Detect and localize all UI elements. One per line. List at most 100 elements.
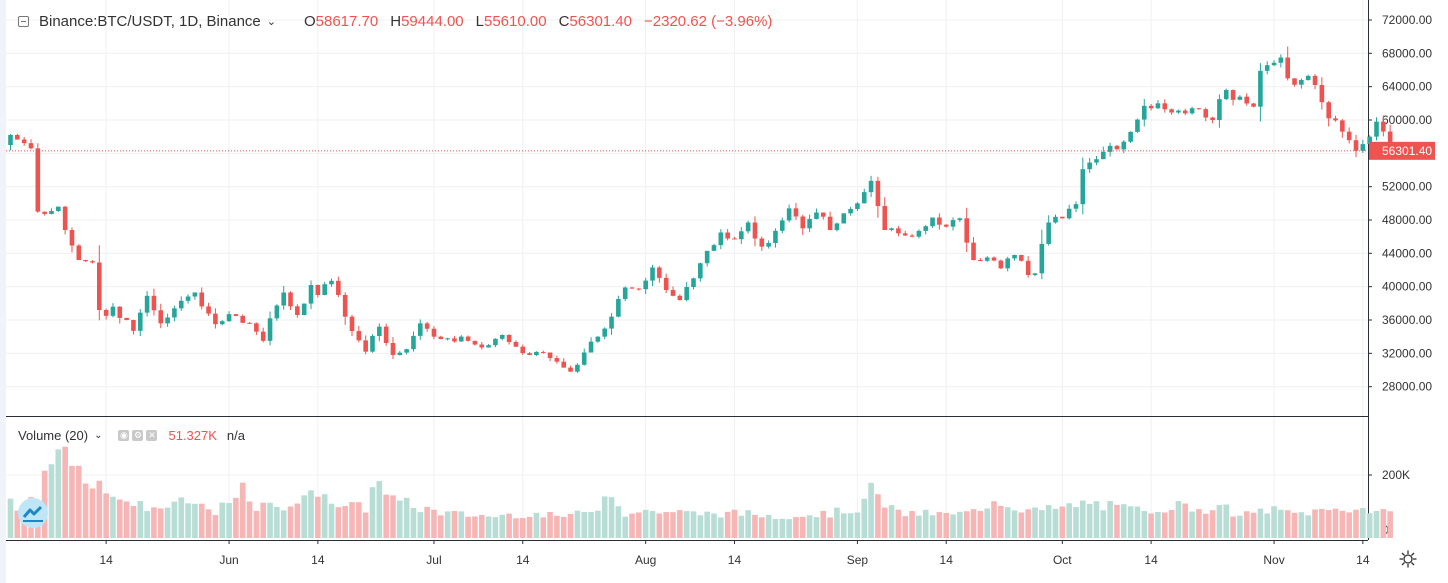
volume-bar [437, 515, 444, 538]
time-tick-label: Sep [847, 553, 869, 567]
volume-title[interactable]: Volume (20) [18, 428, 89, 443]
candle-body [363, 340, 368, 352]
time-tick-label: 14 [516, 553, 530, 567]
volume-bar [212, 515, 219, 538]
candle-body [650, 267, 655, 281]
settings-icon[interactable]: ⚙ [132, 430, 144, 441]
candle-body [1066, 208, 1072, 219]
candle-body [397, 352, 403, 355]
volume-bar [1175, 501, 1182, 538]
volume-bar [451, 511, 458, 538]
volume-bar [1093, 501, 1100, 538]
candle-body [76, 245, 82, 260]
candle-body [472, 340, 478, 345]
candle-body [35, 148, 41, 212]
candle-body [1353, 140, 1359, 151]
candle-body [957, 218, 963, 221]
candle-body [1176, 110, 1181, 113]
close-icon[interactable]: ✕ [146, 430, 158, 441]
eye-icon[interactable]: ◉ [118, 430, 130, 441]
volume-bar [315, 496, 321, 538]
volume-bar [280, 510, 287, 538]
volume-bar [1284, 510, 1291, 538]
price-tick-label: 36000.00 [1382, 313, 1432, 327]
candle-body [1012, 255, 1017, 259]
candle-body [520, 346, 526, 354]
candle-body [15, 135, 20, 140]
candle-body [1203, 109, 1209, 118]
volume-bar [724, 511, 731, 538]
candle-body [1121, 141, 1127, 150]
candle-body [499, 335, 505, 339]
candle-body [117, 306, 123, 318]
candle-body [390, 343, 396, 355]
candle-body [1025, 260, 1031, 275]
volume-bar [123, 501, 130, 538]
volume-bar [1243, 511, 1250, 538]
volume-bar [301, 495, 307, 538]
volume-bar [765, 514, 772, 538]
volume-value: 51.327K [168, 428, 217, 443]
volume-bar [1059, 506, 1066, 538]
volume-bar [519, 517, 526, 538]
candle-body [779, 220, 785, 231]
volume-bar [554, 515, 560, 538]
tradingview-logo-icon[interactable] [18, 498, 48, 528]
volume-bar [588, 512, 594, 538]
candle-body [1251, 103, 1256, 107]
volume-bar [793, 517, 799, 538]
volume-bar [342, 506, 348, 538]
candle-body [288, 292, 293, 307]
candle-body [281, 292, 286, 306]
candle-body [540, 351, 546, 353]
gear-icon[interactable] [1398, 549, 1418, 569]
symbol-title[interactable]: Binance:BTC/USDT, 1D, Binance [39, 13, 261, 30]
volume-bar [1216, 505, 1223, 538]
candle-body [1223, 90, 1229, 100]
candle-body [1162, 103, 1168, 110]
volume-bar [1107, 500, 1113, 538]
time-tick-label: Jun [219, 553, 238, 567]
volume-bar [485, 516, 492, 538]
candle-body [1387, 131, 1393, 151]
candle-body [96, 262, 102, 310]
volume-bar [663, 512, 669, 538]
candle-body [1060, 216, 1065, 219]
chevron-down-icon[interactable]: ⌄ [94, 430, 103, 441]
candle-body [547, 352, 553, 359]
symbol-legend: Binance:BTC/USDT, 1D, Binance ⌄ O 58617.7… [18, 13, 784, 30]
volume-bar [383, 494, 389, 538]
candle-body [1230, 90, 1236, 100]
volume-bar [1353, 509, 1359, 538]
volume-bar [875, 494, 881, 538]
volume-bar [205, 509, 212, 538]
volume-bar [198, 503, 205, 538]
candle-body [814, 212, 819, 219]
volume-bar [950, 514, 956, 538]
volume-bar [827, 517, 833, 538]
candle-body [1210, 117, 1215, 120]
chevron-down-icon[interactable]: ⌄ [266, 16, 276, 28]
candle-body [841, 213, 847, 224]
collapse-icon[interactable] [18, 16, 29, 27]
volume-bar [881, 507, 888, 538]
candle-body [1169, 109, 1174, 113]
candle-body [1107, 145, 1113, 152]
volume-bar [601, 496, 608, 538]
low-value: 55610.00 [484, 13, 547, 30]
volume-bar [1168, 509, 1175, 538]
volume-bar [1305, 515, 1311, 538]
candle-body [595, 336, 601, 342]
volume-bar [560, 516, 567, 538]
volume-bar [1387, 511, 1393, 538]
candle-body [1333, 118, 1338, 121]
candle-body [568, 367, 573, 372]
volume-bar [697, 515, 704, 538]
candle-body [1155, 103, 1161, 109]
volume-bar [116, 499, 123, 538]
volume-bar [1366, 513, 1373, 538]
candle-body [800, 216, 806, 229]
volume-bar [909, 511, 915, 538]
